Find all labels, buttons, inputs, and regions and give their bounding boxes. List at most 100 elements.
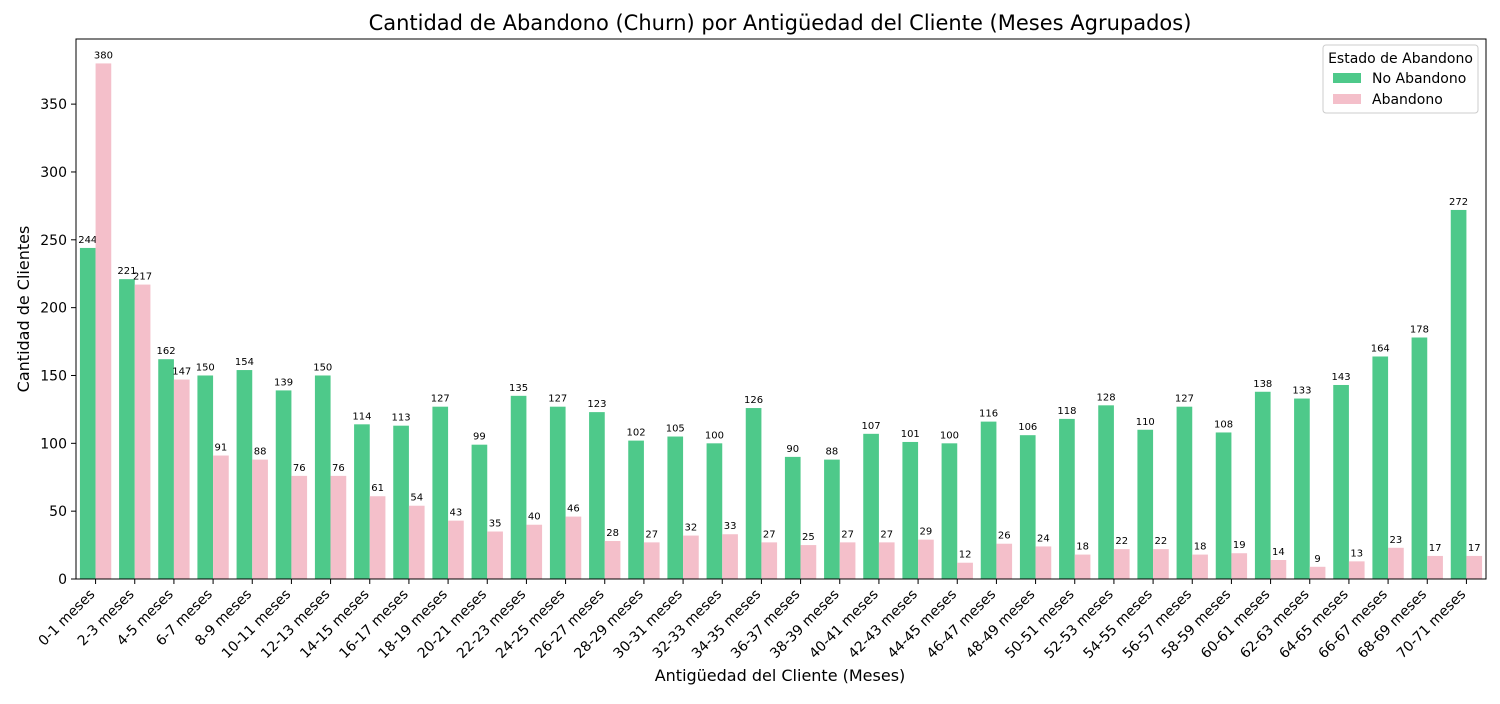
bar-abandono bbox=[448, 520, 464, 579]
data-label: 123 bbox=[587, 399, 606, 410]
data-label: 22 bbox=[1115, 536, 1128, 547]
bar-no-abandono bbox=[1215, 432, 1232, 579]
data-label: 27 bbox=[763, 529, 776, 540]
data-label: 27 bbox=[645, 529, 658, 540]
data-label: 17 bbox=[1468, 543, 1481, 554]
bar-no-abandono bbox=[158, 359, 174, 579]
data-label: 133 bbox=[1292, 386, 1311, 397]
x-tick-label: 40-41 meses bbox=[806, 587, 881, 662]
bar-no-abandono bbox=[197, 375, 214, 579]
bar-abandono bbox=[957, 562, 973, 579]
x-tick-label: 44-45 meses bbox=[885, 587, 960, 662]
data-label: 13 bbox=[1350, 548, 1363, 559]
x-tick-label: 68-69 meses bbox=[1355, 587, 1430, 662]
bar-abandono bbox=[487, 531, 503, 579]
x-tick-label: 24-25 meses bbox=[493, 587, 568, 662]
bar-abandono bbox=[1192, 554, 1208, 579]
data-label: 128 bbox=[1097, 392, 1116, 403]
data-label: 143 bbox=[1332, 372, 1351, 383]
data-label: 110 bbox=[1136, 417, 1155, 428]
bar-no-abandono bbox=[1294, 398, 1310, 579]
bar-abandono bbox=[173, 379, 190, 579]
y-tick-label: 200 bbox=[40, 301, 67, 317]
bar-abandono bbox=[1113, 549, 1130, 579]
y-tick-label: 150 bbox=[40, 368, 67, 384]
data-label: 244 bbox=[78, 235, 97, 246]
bar-no-abandono bbox=[1019, 435, 1036, 579]
x-tick-label: 26-27 meses bbox=[532, 587, 607, 662]
bar-no-abandono bbox=[902, 441, 919, 579]
data-label: 102 bbox=[627, 428, 646, 439]
x-tick-label: 18-19 meses bbox=[376, 587, 451, 662]
data-label: 88 bbox=[826, 447, 839, 458]
data-label: 126 bbox=[744, 395, 763, 406]
data-label: 28 bbox=[606, 528, 619, 539]
data-label: 9 bbox=[1314, 554, 1320, 565]
bar-abandono bbox=[565, 516, 582, 579]
data-label: 105 bbox=[666, 424, 685, 435]
bar-no-abandono bbox=[1098, 405, 1114, 579]
data-label: 139 bbox=[274, 377, 293, 388]
bar-abandono bbox=[1466, 555, 1483, 579]
data-label: 380 bbox=[94, 50, 113, 61]
bar-abandono bbox=[878, 542, 895, 579]
bar-abandono bbox=[291, 475, 308, 579]
data-label: 25 bbox=[802, 532, 815, 543]
data-label: 17 bbox=[1429, 543, 1442, 554]
bar-no-abandono bbox=[510, 395, 527, 579]
bar-no-abandono bbox=[1450, 209, 1467, 579]
bar-abandono bbox=[213, 455, 229, 579]
data-label: 29 bbox=[920, 527, 933, 538]
x-tick-label: 54-55 meses bbox=[1081, 587, 1156, 662]
x-tick-label: 14-15 meses bbox=[297, 587, 372, 662]
data-label: 127 bbox=[548, 394, 567, 405]
bar-no-abandono bbox=[119, 279, 135, 579]
data-label: 113 bbox=[392, 413, 411, 424]
y-tick-label: 100 bbox=[40, 436, 67, 452]
bar-abandono bbox=[252, 459, 268, 579]
data-label: 221 bbox=[117, 266, 136, 277]
data-label: 178 bbox=[1410, 324, 1429, 335]
bar-abandono bbox=[604, 541, 621, 579]
bar-abandono bbox=[330, 475, 347, 579]
x-tick-label: 30-31 meses bbox=[611, 587, 686, 662]
data-label: 118 bbox=[1057, 406, 1076, 417]
bar-no-abandono bbox=[354, 424, 370, 579]
bar-no-abandono bbox=[1411, 337, 1428, 579]
data-label: 116 bbox=[979, 409, 998, 420]
data-label: 114 bbox=[352, 411, 371, 422]
x-tick-label: 36-37 meses bbox=[728, 587, 803, 662]
data-label: 14 bbox=[1272, 547, 1285, 558]
legend-label: Abandono bbox=[1372, 92, 1443, 108]
x-tick-label: 62-63 meses bbox=[1237, 587, 1312, 662]
bar-abandono bbox=[526, 524, 543, 579]
x-tick-label: 22-23 meses bbox=[454, 587, 529, 662]
data-label: 54 bbox=[410, 493, 423, 504]
y-tick-label: 350 bbox=[40, 97, 67, 113]
data-label: 12 bbox=[959, 550, 972, 561]
bar-abandono bbox=[683, 535, 699, 579]
bar-no-abandono bbox=[667, 436, 684, 579]
bar-no-abandono bbox=[79, 247, 96, 580]
x-tick-label: 52-53 meses bbox=[1041, 587, 1116, 662]
bar-abandono bbox=[996, 543, 1013, 579]
bar-abandono bbox=[1309, 566, 1326, 579]
data-label: 107 bbox=[862, 421, 881, 432]
data-label: 127 bbox=[1175, 394, 1194, 405]
data-label: 76 bbox=[332, 463, 345, 474]
y-tick-label: 0 bbox=[58, 572, 67, 588]
data-label: 99 bbox=[473, 432, 486, 443]
data-label: 135 bbox=[509, 383, 528, 394]
bar-no-abandono bbox=[275, 390, 292, 579]
bar-no-abandono bbox=[628, 440, 644, 579]
chart-title: Cantidad de Abandono (Churn) por Antigüe… bbox=[369, 11, 1192, 35]
x-tick-label: 60-61 meses bbox=[1198, 587, 1273, 662]
bar-abandono bbox=[1348, 561, 1365, 579]
data-label: 91 bbox=[215, 443, 228, 454]
data-label: 26 bbox=[998, 531, 1011, 542]
bar-abandono bbox=[800, 545, 817, 579]
data-label: 272 bbox=[1449, 197, 1468, 208]
